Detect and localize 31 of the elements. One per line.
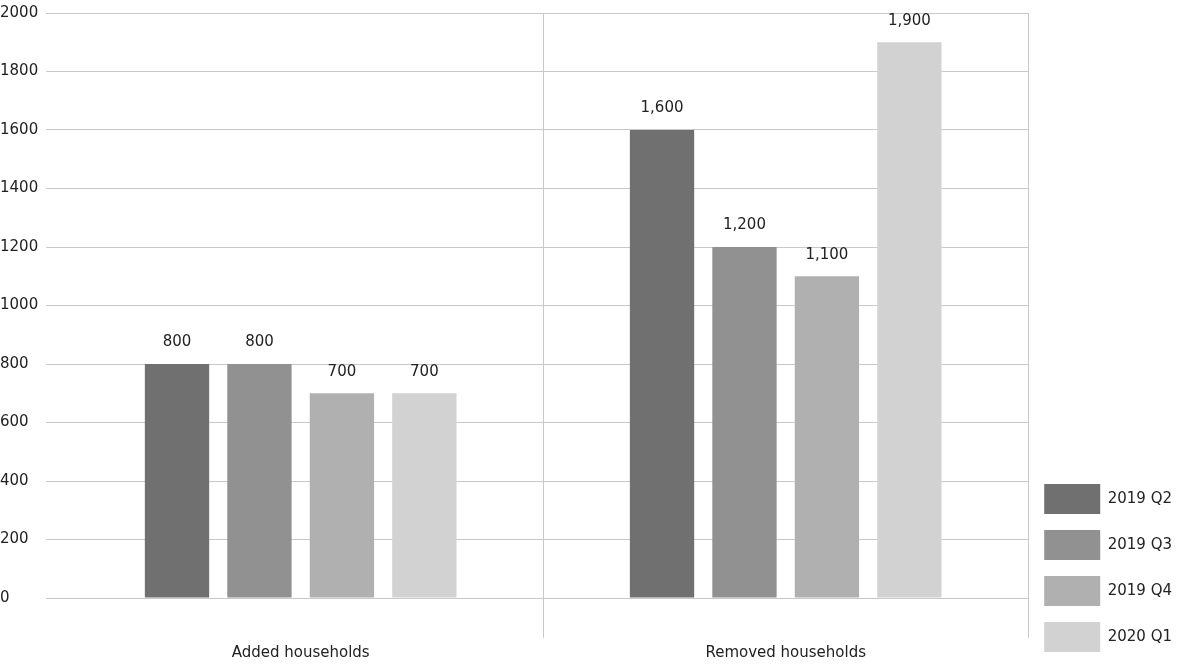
y-tick-label: 1800 bbox=[0, 61, 39, 80]
bar bbox=[712, 247, 777, 598]
legend-label: 2019 Q3 bbox=[1107, 534, 1172, 553]
data-label: 1,600 bbox=[640, 98, 684, 117]
x-tick-label: Added households bbox=[231, 642, 370, 661]
x-tick-label: Removed households bbox=[705, 642, 867, 661]
bar bbox=[144, 364, 210, 598]
y-tick-label: 1400 bbox=[0, 178, 39, 197]
data-label: 700 bbox=[327, 361, 357, 380]
data-label: 800 bbox=[162, 332, 192, 351]
legend-label: 2019 Q2 bbox=[1107, 488, 1172, 507]
data-label: 1,100 bbox=[805, 244, 849, 263]
y-tick-label: 1600 bbox=[0, 119, 39, 138]
y-tick-label: 1200 bbox=[0, 236, 39, 255]
y-tick-label: 2000 bbox=[0, 2, 39, 21]
bar bbox=[629, 130, 695, 598]
data-label: 1,200 bbox=[723, 215, 766, 234]
legend-label: 2020 Q1 bbox=[1107, 626, 1172, 645]
y-tick-label: 1000 bbox=[0, 295, 39, 314]
data-label: 1,900 bbox=[887, 10, 931, 29]
y-tick-label: 400 bbox=[0, 470, 29, 489]
y-tick-label: 200 bbox=[0, 529, 29, 548]
legend-label: 2019 Q4 bbox=[1107, 580, 1172, 599]
y-tick-label: 0 bbox=[0, 587, 10, 606]
bar bbox=[794, 276, 860, 598]
bar bbox=[227, 364, 292, 598]
data-label: 800 bbox=[245, 332, 274, 351]
y-tick-label: 800 bbox=[0, 353, 29, 372]
y-tick-label: 600 bbox=[0, 412, 29, 431]
bar bbox=[309, 393, 375, 598]
data-label: 700 bbox=[410, 361, 439, 380]
